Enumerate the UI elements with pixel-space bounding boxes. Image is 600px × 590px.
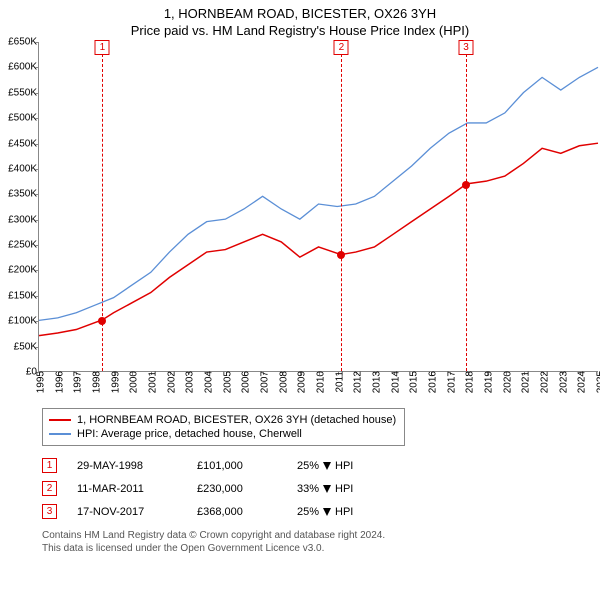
x-axis-label: 2006 — [237, 371, 252, 393]
event-relative: 25% HPI — [297, 506, 353, 518]
series-line-price_paid — [39, 143, 598, 335]
x-axis-label: 2021 — [517, 371, 532, 393]
arrow-down-icon — [323, 508, 331, 516]
x-axis-label: 2002 — [162, 371, 177, 393]
x-axis-label: 2022 — [536, 371, 551, 393]
x-axis-label: 2011 — [330, 371, 345, 393]
x-axis-label: 1998 — [88, 371, 103, 393]
y-axis-tick — [35, 220, 39, 221]
marker-number-box: 3 — [459, 40, 474, 55]
x-axis-label: 2020 — [498, 371, 513, 393]
y-axis-tick — [35, 321, 39, 322]
event-price: £230,000 — [197, 483, 277, 495]
x-axis-label: 2017 — [442, 371, 457, 393]
marker-number-box: 1 — [95, 40, 110, 55]
x-axis-label: 2003 — [181, 371, 196, 393]
legend-label: 1, HORNBEAM ROAD, BICESTER, OX26 3YH (de… — [77, 414, 396, 426]
x-axis-label: 2015 — [405, 371, 420, 393]
event-pct: 25% — [297, 460, 319, 472]
series-line-hpi — [39, 67, 598, 320]
y-axis-tick — [35, 245, 39, 246]
event-date: 17-NOV-2017 — [77, 506, 177, 518]
y-axis-tick — [35, 67, 39, 68]
event-row: 3 17-NOV-2017 £368,000 25% HPI — [42, 500, 600, 523]
x-axis-label: 2023 — [554, 371, 569, 393]
legend-swatch — [49, 433, 71, 435]
x-axis-label: 2012 — [349, 371, 364, 393]
footer-line-1: Contains HM Land Registry data © Crown c… — [42, 529, 600, 542]
y-axis-tick — [35, 118, 39, 119]
x-axis-label: 1996 — [50, 371, 65, 393]
chart-lines-svg — [39, 42, 598, 371]
event-price: £368,000 — [197, 506, 277, 518]
y-axis-tick — [35, 194, 39, 195]
y-axis-tick — [35, 42, 39, 43]
event-relative: 33% HPI — [297, 483, 353, 495]
x-axis-label: 1999 — [106, 371, 121, 393]
y-axis-tick — [35, 270, 39, 271]
y-axis-tick — [35, 144, 39, 145]
event-pct: 25% — [297, 506, 319, 518]
marker-dot — [98, 317, 106, 325]
y-axis-tick — [35, 93, 39, 94]
arrow-down-icon — [323, 485, 331, 493]
x-axis-label: 2025 — [592, 371, 600, 393]
marker-number-box: 2 — [334, 40, 349, 55]
event-price: £101,000 — [197, 460, 277, 472]
event-date: 29-MAY-1998 — [77, 460, 177, 472]
event-number-box: 1 — [42, 458, 57, 473]
x-axis-label: 2005 — [218, 371, 233, 393]
event-rel-to: HPI — [335, 506, 353, 518]
marker-line — [466, 54, 467, 371]
x-axis-label: 2018 — [461, 371, 476, 393]
footer-attribution: Contains HM Land Registry data © Crown c… — [42, 529, 600, 555]
title-line-1: 1, HORNBEAM ROAD, BICESTER, OX26 3YH — [0, 0, 600, 21]
footer-line-2: This data is licensed under the Open Gov… — [42, 542, 600, 555]
y-axis-tick — [35, 169, 39, 170]
event-row: 1 29-MAY-1998 £101,000 25% HPI — [42, 454, 600, 477]
x-axis-label: 2016 — [424, 371, 439, 393]
marker-dot — [337, 251, 345, 259]
y-axis-tick — [35, 347, 39, 348]
marker-line — [341, 54, 342, 371]
x-axis-label: 2013 — [368, 371, 383, 393]
legend-item: HPI: Average price, detached house, Cher… — [49, 427, 396, 441]
event-date: 11-MAR-2011 — [77, 483, 177, 495]
x-axis-label: 2024 — [573, 371, 588, 393]
x-axis-label: 2007 — [256, 371, 271, 393]
x-axis-label: 2009 — [293, 371, 308, 393]
x-axis-label: 1997 — [69, 371, 84, 393]
event-relative: 25% HPI — [297, 460, 353, 472]
y-axis-tick — [35, 296, 39, 297]
event-row: 2 11-MAR-2011 £230,000 33% HPI — [42, 477, 600, 500]
x-axis-label: 2000 — [125, 371, 140, 393]
event-pct: 33% — [297, 483, 319, 495]
arrow-down-icon — [323, 462, 331, 470]
x-axis-label: 2004 — [200, 371, 215, 393]
x-axis-label: 2010 — [312, 371, 327, 393]
legend-item: 1, HORNBEAM ROAD, BICESTER, OX26 3YH (de… — [49, 413, 396, 427]
events-table: 1 29-MAY-1998 £101,000 25% HPI 2 11-MAR-2011 £2… — [42, 454, 600, 523]
x-axis-label: 2019 — [480, 371, 495, 393]
legend-swatch — [49, 419, 71, 421]
event-number-box: 2 — [42, 481, 57, 496]
legend-box: 1, HORNBEAM ROAD, BICESTER, OX26 3YH (de… — [42, 408, 405, 446]
marker-dot — [462, 181, 470, 189]
x-axis-label: 2014 — [386, 371, 401, 393]
title-line-2: Price paid vs. HM Land Registry's House … — [0, 21, 600, 42]
x-axis-label: 2001 — [144, 371, 159, 393]
event-rel-to: HPI — [335, 483, 353, 495]
x-axis-label: 2008 — [274, 371, 289, 393]
event-rel-to: HPI — [335, 460, 353, 472]
event-number-box: 3 — [42, 504, 57, 519]
chart-plot-area: £0£50K£100K£150K£200K£250K£300K£350K£400… — [38, 42, 598, 372]
legend-label: HPI: Average price, detached house, Cher… — [77, 428, 302, 440]
x-axis-label: 1995 — [32, 371, 47, 393]
